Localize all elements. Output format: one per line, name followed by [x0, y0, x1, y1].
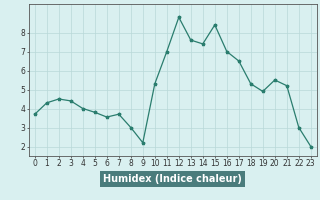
X-axis label: Humidex (Indice chaleur): Humidex (Indice chaleur) [103, 174, 242, 184]
